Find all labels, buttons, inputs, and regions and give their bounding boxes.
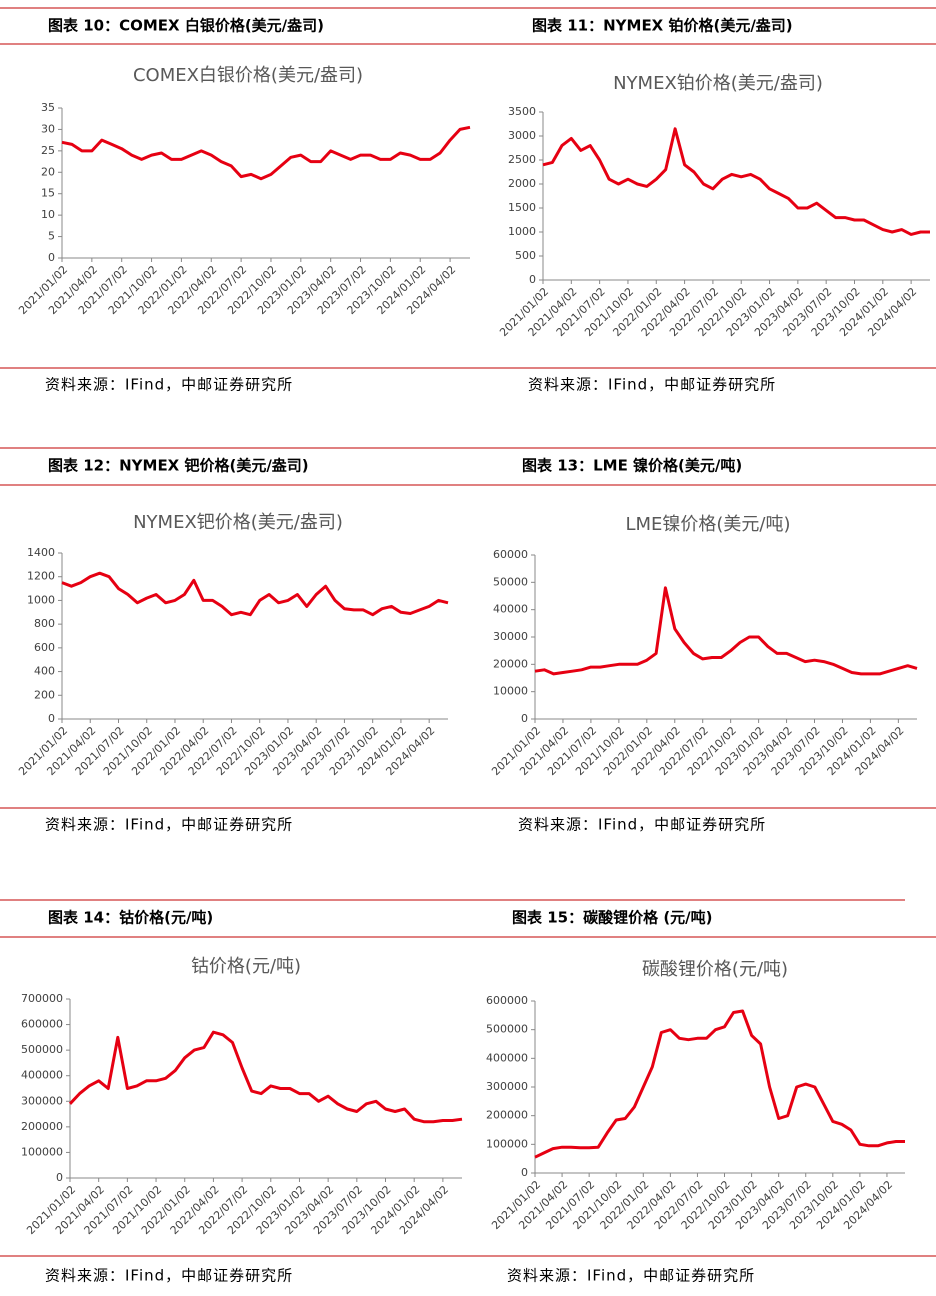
y-tick-label: 1500 bbox=[508, 201, 536, 214]
figure-header: 图表 10：COMEX 白银价格(美元/盎司) bbox=[48, 17, 324, 35]
y-tick-label: 400 bbox=[34, 665, 55, 678]
chart-title: LME镍价格(美元/吨) bbox=[625, 514, 790, 535]
y-tick-label: 300000 bbox=[486, 1080, 528, 1093]
figure-source: 资料来源：IFind，中邮证券研究所 bbox=[528, 376, 776, 394]
y-tick-label: 400000 bbox=[21, 1069, 63, 1082]
figure-header: 图表 12：NYMEX 钯价格(美元/盎司) bbox=[48, 457, 309, 475]
y-tick-label: 2000 bbox=[508, 177, 536, 190]
figure-source: 资料来源：IFind，中邮证券研究所 bbox=[507, 1267, 755, 1285]
y-tick-label: 600000 bbox=[486, 994, 528, 1007]
y-tick-label: 600 bbox=[34, 641, 55, 654]
data-line bbox=[68, 1030, 463, 1124]
y-tick-label: 3500 bbox=[508, 105, 536, 118]
data-line bbox=[61, 571, 449, 617]
y-tick-label: 20 bbox=[41, 165, 55, 178]
figure-source: 资料来源：IFind，中邮证券研究所 bbox=[518, 816, 766, 834]
figure-header: 图表 14：钴价格(元/吨) bbox=[48, 909, 213, 927]
data-line bbox=[61, 125, 471, 181]
chart-title: NYMEX铂价格(美元/盎司) bbox=[613, 73, 823, 94]
y-tick-label: 0 bbox=[521, 712, 528, 725]
y-tick-label: 500 bbox=[515, 249, 536, 262]
chart-title: 钴价格(元/吨) bbox=[191, 956, 301, 977]
y-tick-label: 800 bbox=[34, 617, 55, 630]
chart-title: COMEX白银价格(美元/盎司) bbox=[133, 65, 363, 86]
y-tick-label: 200 bbox=[34, 688, 55, 701]
chart-title: NYMEX钯价格(美元/盎司) bbox=[133, 512, 343, 533]
y-tick-label: 2500 bbox=[508, 153, 536, 166]
y-tick-label: 1400 bbox=[27, 546, 55, 559]
y-tick-label: 0 bbox=[521, 1166, 528, 1179]
y-tick-label: 40000 bbox=[493, 603, 528, 616]
y-tick-label: 1000 bbox=[27, 593, 55, 606]
chart-title: 碳酸锂价格(元/吨) bbox=[642, 959, 788, 980]
y-tick-label: 3000 bbox=[508, 129, 536, 142]
y-tick-label: 0 bbox=[48, 251, 55, 264]
y-tick-label: 400000 bbox=[486, 1051, 528, 1064]
y-tick-label: 20000 bbox=[493, 657, 528, 670]
y-tick-label: 600000 bbox=[21, 1018, 63, 1031]
y-tick-label: 100000 bbox=[21, 1145, 63, 1158]
y-tick-label: 5 bbox=[48, 230, 55, 243]
y-tick-label: 500000 bbox=[486, 1023, 528, 1036]
y-tick-label: 200000 bbox=[21, 1120, 63, 1133]
figure-header: 图表 13：LME 镍价格(美元/吨) bbox=[522, 457, 742, 475]
y-tick-label: 1000 bbox=[508, 225, 536, 238]
figure-header: 图表 11：NYMEX 铂价格(美元/盎司) bbox=[532, 17, 793, 35]
y-tick-label: 30 bbox=[41, 122, 55, 135]
y-tick-label: 200000 bbox=[486, 1109, 528, 1122]
y-tick-label: 0 bbox=[48, 712, 55, 725]
data-line bbox=[534, 1009, 905, 1159]
y-tick-label: 30000 bbox=[493, 630, 528, 643]
figure-header: 图表 15：碳酸锂价格 (元/吨) bbox=[512, 909, 713, 927]
y-tick-label: 700000 bbox=[21, 992, 63, 1005]
y-tick-label: 500000 bbox=[21, 1043, 63, 1056]
y-tick-label: 25 bbox=[41, 144, 55, 157]
figure-source: 资料来源：IFind，中邮证券研究所 bbox=[45, 816, 293, 834]
y-tick-label: 0 bbox=[529, 273, 536, 286]
y-tick-label: 35 bbox=[41, 101, 55, 114]
y-tick-label: 10000 bbox=[493, 685, 528, 698]
y-tick-label: 1200 bbox=[27, 570, 55, 583]
data-line bbox=[534, 586, 918, 676]
figure-source: 资料来源：IFind，中邮证券研究所 bbox=[45, 1267, 293, 1285]
y-tick-label: 60000 bbox=[493, 548, 528, 561]
y-tick-label: 10 bbox=[41, 208, 55, 221]
y-tick-label: 300000 bbox=[21, 1094, 63, 1107]
data-line bbox=[542, 127, 930, 236]
y-tick-label: 0 bbox=[56, 1171, 63, 1184]
y-tick-label: 15 bbox=[41, 187, 55, 200]
y-tick-label: 50000 bbox=[493, 575, 528, 588]
figure-source: 资料来源：IFind，中邮证券研究所 bbox=[45, 376, 293, 394]
y-tick-label: 100000 bbox=[486, 1137, 528, 1150]
